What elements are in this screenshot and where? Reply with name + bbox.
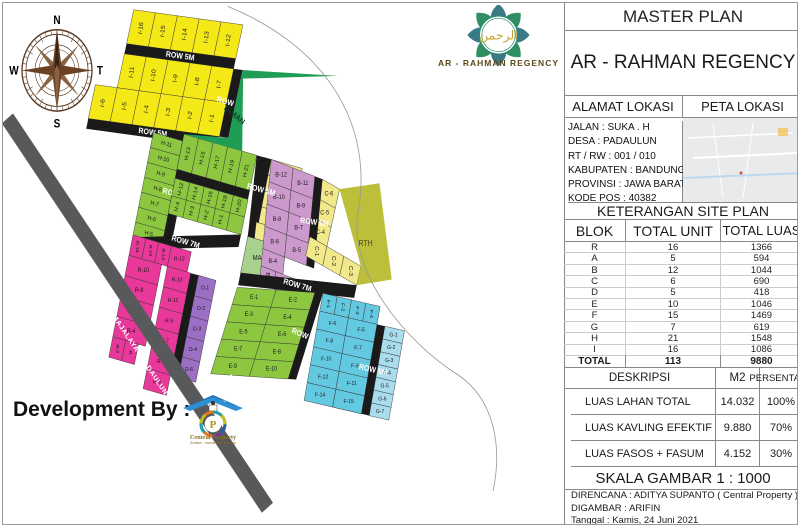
svg-text:E-10: E-10: [266, 366, 277, 372]
svg-text:G-2: G-2: [387, 345, 395, 351]
svg-text:E-1: E-1: [250, 295, 258, 301]
svg-text:E-4: E-4: [283, 315, 292, 321]
svg-text:I-8: I-8: [194, 76, 201, 85]
svg-text:R: R: [127, 351, 133, 355]
svg-text:E-8: E-8: [273, 349, 281, 355]
svg-text:R-14: R-14: [160, 248, 166, 260]
svg-text:B-11: B-11: [297, 181, 309, 187]
svg-text:Solution - Investment - Develo: Solution - Investment - Develop: [190, 441, 236, 445]
svg-text:C-3: C-3: [347, 266, 353, 277]
svg-text:I-2: I-2: [187, 110, 194, 119]
svg-text:F-7: F-7: [354, 345, 361, 351]
svg-text:R-9: R-9: [165, 318, 173, 324]
svg-text:D-2: D-2: [197, 306, 205, 312]
svg-text:I-10: I-10: [150, 69, 158, 82]
svg-text:F-11: F-11: [347, 381, 357, 387]
svg-text:R-13: R-13: [172, 277, 183, 283]
svg-text:B-12: B-12: [275, 172, 287, 178]
svg-text:F-10: F-10: [321, 356, 331, 362]
svg-text:F-6: F-6: [329, 321, 336, 327]
svg-text:F-14: F-14: [315, 392, 325, 398]
svg-text:F-2: F-2: [340, 303, 346, 311]
svg-text:E-6: E-6: [278, 332, 286, 338]
svg-text:F-4: F-4: [368, 310, 374, 318]
svg-text:I-16: I-16: [137, 21, 145, 34]
svg-text:E-5: E-5: [239, 329, 247, 335]
svg-text:C-6: C-6: [324, 191, 333, 197]
svg-text:I-12: I-12: [225, 34, 233, 47]
svg-text:R-2: R-2: [114, 344, 120, 353]
svg-text:E-3: E-3: [245, 312, 253, 318]
svg-text:I-5: I-5: [121, 101, 128, 110]
svg-text:D-1: D-1: [201, 285, 209, 291]
svg-text:I-13: I-13: [203, 30, 211, 43]
svg-text:B-9: B-9: [297, 203, 306, 209]
svg-text:G-1: G-1: [389, 332, 397, 338]
svg-text:F-12: F-12: [318, 374, 328, 380]
svg-text:F-3: F-3: [354, 306, 360, 314]
svg-text:P: P: [210, 419, 217, 431]
svg-text:B-7: B-7: [294, 225, 303, 231]
svg-text:R-11: R-11: [168, 298, 178, 304]
svg-text:B-10: B-10: [273, 194, 285, 200]
svg-text:N: N: [53, 14, 60, 27]
svg-text:R-16: R-16: [134, 241, 140, 253]
svg-text:I-14: I-14: [181, 27, 189, 40]
svg-text:C-1: C-1: [313, 246, 319, 257]
svg-text:الرحمن: الرحمن: [479, 29, 518, 44]
svg-text:E-9: E-9: [229, 364, 237, 370]
svg-text:B-6: B-6: [270, 239, 279, 245]
svg-text:I-7: I-7: [216, 79, 223, 88]
svg-text:I-6: I-6: [99, 98, 106, 107]
svg-text:I-3: I-3: [165, 107, 172, 116]
svg-text:G-7: G-7: [376, 409, 384, 415]
svg-text:F-8: F-8: [326, 338, 333, 344]
svg-text:F-9: F-9: [351, 363, 358, 369]
svg-text:R-15: R-15: [147, 245, 153, 257]
svg-text:R-12: R-12: [174, 256, 185, 262]
svg-text:Central Property: Central Property: [190, 434, 237, 441]
svg-text:B-8: B-8: [273, 217, 282, 223]
svg-text:I-9: I-9: [172, 73, 179, 82]
svg-text:T: T: [97, 65, 103, 78]
svg-text:D-3: D-3: [193, 326, 201, 332]
svg-text:D-4: D-4: [189, 346, 197, 352]
svg-text:B-4: B-4: [269, 259, 278, 265]
svg-text:S: S: [54, 118, 61, 131]
svg-text:F-15: F-15: [343, 399, 353, 405]
svg-text:G-5: G-5: [380, 383, 388, 389]
svg-text:E-7: E-7: [234, 346, 242, 352]
svg-text:R-8: R-8: [135, 288, 143, 294]
svg-text:W: W: [9, 65, 19, 78]
svg-text:F-1: F-1: [325, 300, 331, 308]
svg-text:G-3: G-3: [385, 358, 393, 364]
svg-text:RTH: RTH: [358, 238, 372, 248]
svg-text:E-2: E-2: [289, 297, 297, 303]
svg-text:I-1: I-1: [209, 113, 216, 122]
svg-text:B-5: B-5: [292, 248, 301, 254]
svg-text:I-15: I-15: [159, 24, 167, 37]
svg-text:R-10: R-10: [138, 267, 149, 273]
svg-text:C-5: C-5: [320, 210, 329, 216]
svg-text:D-6: D-6: [185, 367, 193, 373]
svg-text:I-11: I-11: [128, 66, 136, 79]
svg-text:G-6: G-6: [378, 396, 386, 402]
svg-text:AR - RAHMAN REGENCY: AR - RAHMAN REGENCY: [438, 58, 559, 68]
svg-text:I-4: I-4: [143, 104, 150, 113]
svg-text:C-2: C-2: [330, 256, 336, 267]
svg-text:F-5: F-5: [357, 327, 364, 333]
